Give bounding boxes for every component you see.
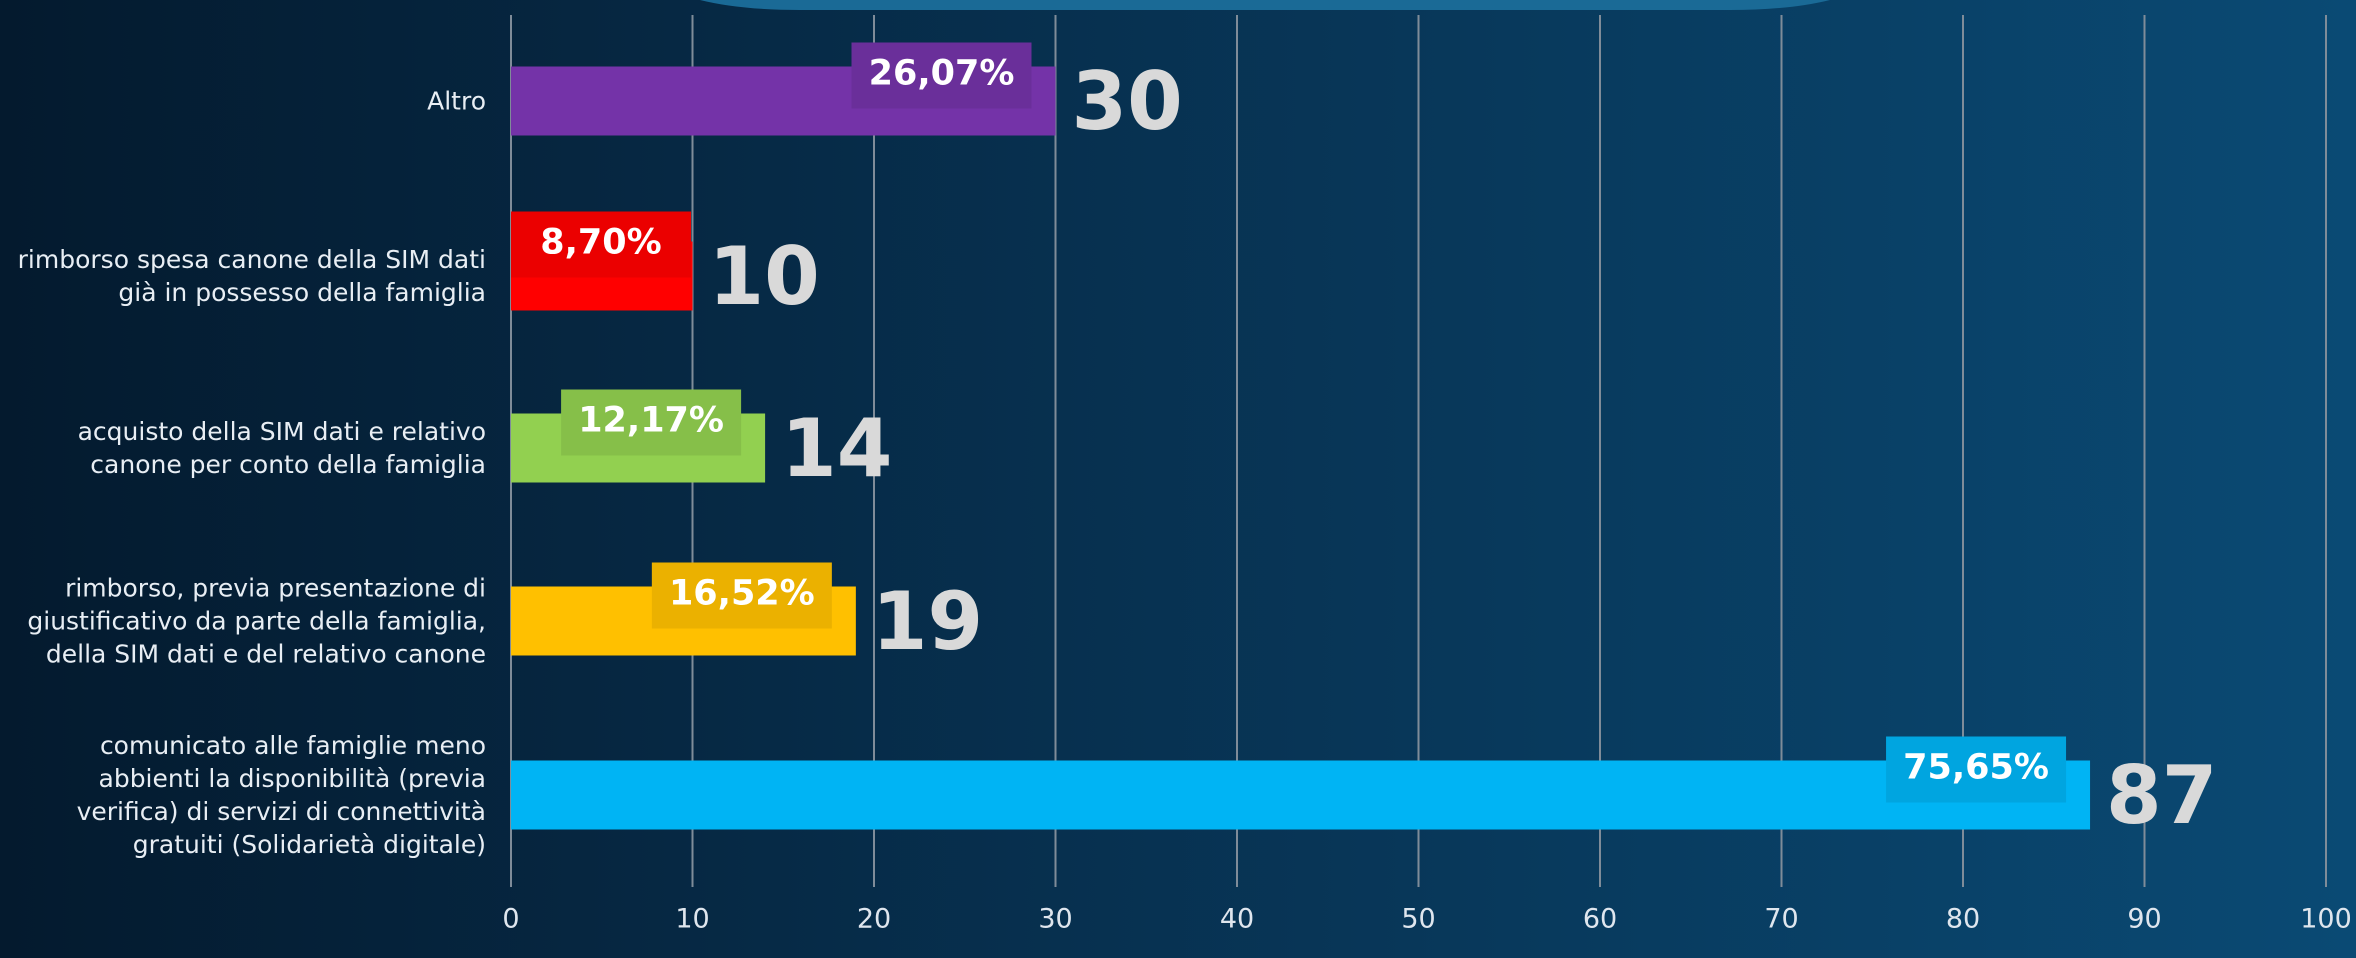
x-tick-label: 100 [2300,904,2352,935]
category-label: rimborso spesa canone della SIM dati già… [17,245,486,307]
x-tick-label: 0 [502,904,519,935]
percent-box-shade [1886,736,2067,803]
value-label: 19 [872,575,983,668]
percent-box [651,562,832,629]
percent-label: 16,52% [669,574,815,614]
percent-box-shade [511,211,691,278]
value-label: 14 [781,402,892,495]
percent-box-shade [561,389,742,456]
category-label: acquisto della SIM dati e relativo canon… [77,417,486,479]
x-tick-label: 90 [2127,904,2161,935]
percent-box [511,211,691,278]
percent-box [1886,736,2067,803]
x-tick-label: 50 [1401,904,1435,935]
category-label: comunicato alle famiglie meno abbienti l… [76,731,486,859]
x-tick-label: 70 [1764,904,1798,935]
x-tick-label: 40 [1220,904,1254,935]
value-label: 10 [709,230,820,323]
category-label: Altro [427,86,486,116]
percent-label: 75,65% [1903,748,2049,788]
title-banner [700,0,1830,10]
value-label: 87 [2106,749,2217,842]
percent-box [561,389,742,456]
percent-box-shade [851,42,1032,109]
percent-label: 26,07% [869,54,1015,94]
percent-box [851,42,1032,109]
category-label: rimborso, previa presentazione di giusti… [27,573,486,669]
x-tick-label: 10 [675,904,709,935]
x-tick-label: 60 [1583,904,1617,935]
bar [511,760,2091,830]
percent-label: 8,70% [540,223,661,263]
x-tick-label: 80 [1946,904,1980,935]
value-label: 30 [1072,55,1183,148]
percent-label: 12,17% [578,401,724,441]
percent-box-shade [651,562,832,629]
x-tick-label: 20 [857,904,891,935]
x-tick-label: 30 [1038,904,1072,935]
